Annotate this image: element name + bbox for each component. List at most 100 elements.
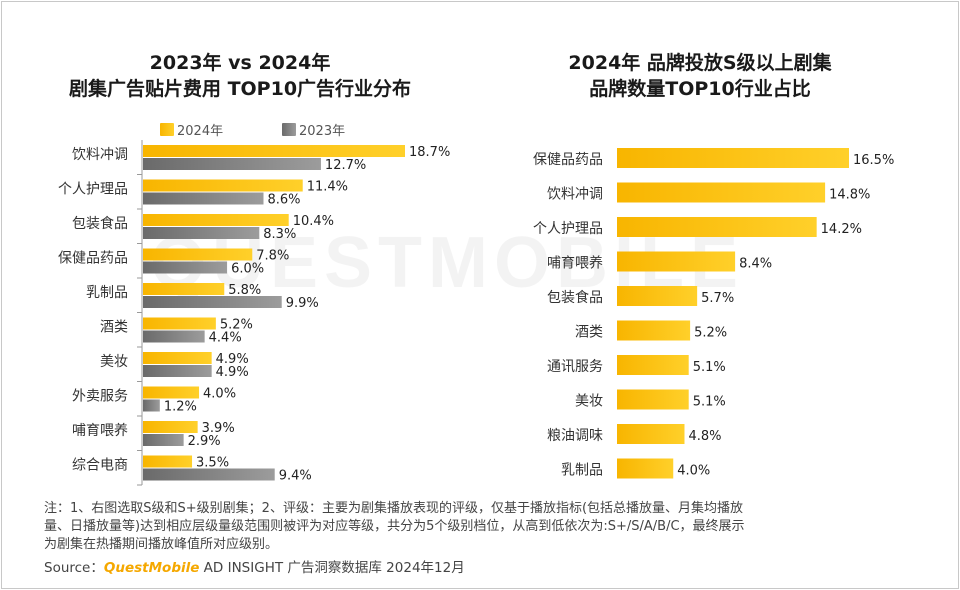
data-label-2023: 4.9%: [216, 365, 249, 380]
source-text: AD INSIGHT 广告洞察数据库 2024年12月: [199, 560, 465, 576]
left-bar-chart: 饮料冲调 18.7% 12.7% 个人护理品 11.4% 8.6% 包装食品 10.4%8.3…: [58, 140, 450, 486]
source-line: Source：QuestMobile AD INSIGHT 广告洞察数据库 20…: [44, 556, 465, 576]
right-chart-title-line1: 2024年 品牌投放S级以上剧集: [568, 52, 832, 74]
data-label-2024: 3.5%: [196, 456, 229, 471]
left-category-label: 保健品药品: [58, 251, 128, 267]
left-chart-title-line1: 2023年 vs 2024年: [149, 52, 331, 74]
data-label-2024: 10.4%: [293, 214, 334, 229]
footnote-line-1: 注：1、右图选取S级和S+级别剧集；2、评级：主要为剧集播放表现的评级，仅基于播…: [44, 501, 744, 516]
footnote-line-3: 为剧集在热播期间播放峰值所对应级别。: [44, 537, 279, 552]
data-label-right: 4.0%: [677, 464, 710, 479]
data-label-2024: 4.9%: [216, 352, 249, 367]
bar-right: [617, 182, 826, 203]
data-label-2023: 8.3%: [263, 227, 296, 242]
right-category-label: 通讯服务: [547, 359, 603, 375]
data-label-2024: 11.4%: [307, 180, 348, 195]
data-label-right: 8.4%: [739, 257, 772, 272]
data-label-2023: 8.6%: [267, 193, 300, 208]
footnote-line-2: 量、日播放量等)达到相应层级量级范围则被评为对应等级，共分为5个级别档位，从高到…: [44, 519, 745, 534]
left-category-label: 综合电商: [72, 458, 128, 474]
left-category-label: 饮料冲调: [72, 147, 128, 163]
data-label-right: 5.7%: [701, 291, 734, 306]
right-category-label: 美妆: [575, 394, 603, 410]
bar-2024: [143, 317, 216, 330]
bar-2024: [143, 214, 289, 226]
left-category-label: 乳制品: [86, 285, 128, 301]
data-label-2024: 4.0%: [203, 387, 236, 402]
data-label-2023: 6.0%: [231, 262, 264, 277]
right-bar-chart: 保健品药品 16.5% 饮料冲调 14.8% 个人护理品 14.2% 哺育喂养 8.4% 包装食…: [533, 148, 894, 479]
data-label-2023: 12.7%: [325, 158, 366, 173]
data-label-right: 5.1%: [693, 360, 726, 375]
legend-swatch-2023: [282, 123, 296, 136]
bar-2023: [143, 158, 321, 170]
left-category-label: 酒类: [100, 320, 128, 336]
footnote: 注：1、右图选取S级和S+级别剧集；2、评级：主要为剧集播放表现的评级，仅基于播…: [44, 500, 914, 554]
bar-2024: [143, 248, 253, 261]
right-category-label: 粮油调味: [547, 428, 603, 444]
right-chart-title-line2: 品牌数量TOP10行业占比: [589, 78, 811, 100]
bar-right: [617, 355, 689, 375]
bar-2023: [143, 468, 275, 481]
right-category-label: 个人护理品: [533, 221, 603, 237]
bar-2023: [143, 330, 205, 343]
bar-right: [617, 148, 849, 168]
bar-right: [617, 389, 689, 410]
right-category-label: 乳制品: [561, 463, 603, 479]
right-category-label: 保健品药品: [533, 152, 603, 168]
bar-right: [617, 320, 691, 341]
bar-2024: [143, 145, 405, 157]
bar-right: [617, 458, 674, 479]
legend-swatch-2024: [160, 123, 174, 136]
data-label-2024: 5.2%: [220, 318, 253, 333]
data-label-2024: 18.7%: [409, 145, 450, 160]
right-category-label: 哺育喂养: [547, 256, 603, 272]
bar-right: [617, 286, 698, 306]
bar-2024: [143, 283, 225, 295]
data-label-right: 14.8%: [829, 188, 870, 203]
legend-item-2023: 2023年: [282, 120, 345, 139]
questmobile-brand: QuestMobile: [103, 560, 200, 576]
bar-2023: [143, 261, 228, 274]
left-category-label: 外卖服务: [72, 389, 128, 405]
bar-2023: [143, 296, 282, 308]
data-label-right: 16.5%: [853, 153, 894, 168]
source-label: Source：: [44, 560, 104, 576]
bar-right: [617, 424, 685, 444]
legend-label-2024: 2024年: [177, 124, 224, 139]
legend-label-2023: 2023年: [299, 124, 346, 139]
data-label-2023: 1.2%: [164, 400, 197, 415]
bar-2024: [143, 421, 198, 433]
bar-2023: [143, 227, 260, 239]
right-category-label: 饮料冲调: [547, 187, 603, 203]
data-label-2024: 7.8%: [256, 249, 289, 264]
data-label-right: 5.1%: [693, 395, 726, 410]
left-category-label: 包装食品: [72, 215, 128, 232]
data-label-right: 4.8%: [688, 429, 721, 444]
right-chart-title: 2024年 品牌投放S级以上剧集 品牌数量TOP10行业占比: [480, 50, 920, 102]
data-label-right: 5.2%: [694, 326, 727, 341]
data-label-2023: 2.9%: [188, 434, 221, 449]
left-category-label: 个人护理品: [58, 182, 128, 198]
left-chart-title: 2023年 vs 2024年 剧集广告贴片费用 TOP10广告行业分布: [30, 50, 450, 102]
bar-2023: [143, 399, 160, 412]
bar-2023: [143, 365, 212, 377]
bar-2024: [143, 352, 212, 364]
right-category-label: 包装食品: [547, 289, 603, 306]
right-category-label: 酒类: [575, 325, 603, 341]
bar-right: [617, 217, 817, 237]
data-label-right: 14.2%: [821, 222, 862, 237]
data-label-2023: 9.4%: [279, 469, 312, 484]
bar-2023: [143, 434, 184, 446]
data-label-2023: 9.9%: [286, 296, 319, 311]
left-chart-title-line2: 剧集广告贴片费用 TOP10广告行业分布: [68, 78, 412, 100]
bar-right: [617, 251, 736, 272]
data-label-2024: 3.9%: [202, 421, 235, 436]
bar-2023: [143, 192, 264, 205]
data-label-2024: 5.8%: [228, 283, 261, 298]
bar-2024: [143, 455, 193, 468]
legend-item-2024: 2024年: [160, 120, 223, 139]
left-category-label: 美妆: [100, 354, 128, 370]
bar-2024: [143, 179, 303, 192]
